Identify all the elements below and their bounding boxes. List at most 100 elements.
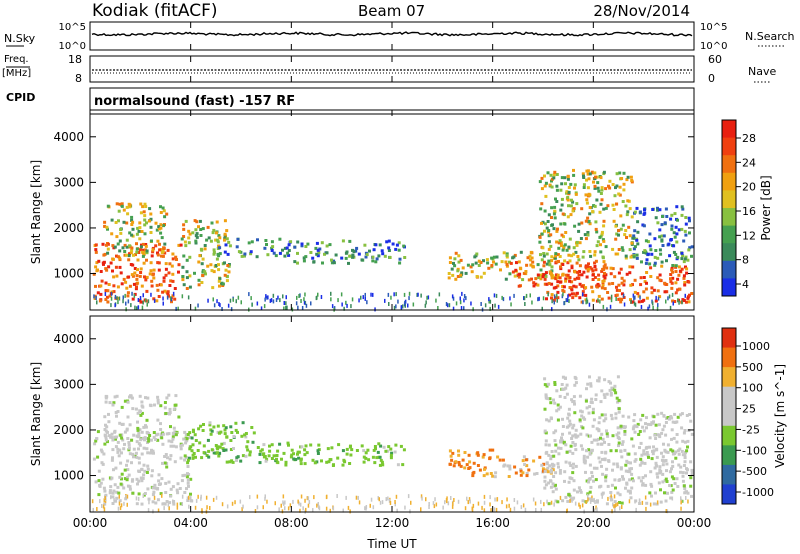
- heatmap-cell: [664, 421, 668, 424]
- heatmap-cell: [563, 301, 565, 306]
- heatmap-cell: [161, 206, 165, 210]
- heatmap-cell: [434, 497, 436, 502]
- heatmap-cell: [604, 474, 608, 477]
- heatmap-cell: [184, 441, 188, 445]
- heatmap-cell: [215, 231, 218, 235]
- heatmap-cell: [494, 262, 498, 266]
- heatmap-cell: [595, 244, 599, 248]
- heatmap-cell: [461, 458, 465, 462]
- colorbar-tick-label: 28: [742, 132, 756, 145]
- heatmap-cell: [365, 505, 368, 509]
- heatmap-cell: [673, 421, 677, 424]
- heatmap-cell: [619, 227, 623, 231]
- heatmap-cell: [169, 454, 173, 458]
- heatmap-cell: [123, 399, 127, 403]
- heatmap-cell: [615, 502, 617, 507]
- heatmap-cell: [97, 493, 101, 497]
- heatmap-cell: [618, 185, 622, 189]
- heatmap-cell: [682, 299, 686, 302]
- heatmap-cell: [582, 300, 584, 305]
- heatmap-cell: [166, 248, 170, 252]
- heatmap-cell: [299, 508, 301, 513]
- heatmap-cell: [282, 451, 286, 455]
- heatmap-cell: [279, 298, 281, 303]
- heatmap-cell: [658, 228, 662, 232]
- heatmap-cell: [99, 284, 103, 288]
- heatmap-cell: [607, 184, 610, 188]
- heatmap-cell: [582, 250, 586, 254]
- heatmap-cell: [686, 468, 689, 472]
- heatmap-cell: [671, 270, 675, 274]
- heatmap-cell: [182, 235, 186, 238]
- heatmap-cell: [142, 210, 146, 214]
- heatmap-cell: [364, 255, 368, 259]
- heatmap-cell: [554, 443, 558, 447]
- heatmap-cell: [680, 412, 684, 416]
- heatmap-cell: [111, 502, 115, 505]
- heatmap-cell: [127, 275, 131, 279]
- heatmap-cell: [182, 283, 186, 287]
- heatmap-cell: [542, 252, 546, 255]
- heatmap-cell: [666, 443, 670, 447]
- heatmap-cell: [564, 279, 568, 283]
- heatmap-cell: [662, 424, 666, 428]
- heatmap-cell: [626, 210, 630, 214]
- heatmap-cell: [506, 464, 510, 468]
- heatmap-cell: [104, 281, 108, 285]
- heatmap-cell: [597, 273, 601, 277]
- heatmap-cell: [618, 289, 621, 292]
- heatmap-cell: [263, 455, 267, 458]
- heatmap-cell: [283, 501, 285, 506]
- heatmap-cell: [189, 499, 193, 503]
- heatmap-cell: [568, 419, 572, 423]
- heatmap-cell: [629, 496, 633, 500]
- heatmap-cell: [187, 236, 191, 240]
- heatmap-cell: [557, 452, 561, 456]
- heatmap-cell: [612, 219, 616, 223]
- heatmap-cell: [155, 283, 159, 287]
- heatmap-cell: [126, 400, 130, 404]
- heatmap-cell: [547, 292, 549, 297]
- heatmap-cell: [302, 506, 304, 511]
- heatmap-cell: [645, 271, 649, 274]
- heatmap-cell: [141, 205, 145, 209]
- heatmap-cell: [545, 297, 548, 301]
- heatmap-cell: [138, 274, 142, 278]
- heatmap-cell: [163, 289, 167, 293]
- heatmap-cell: [151, 493, 155, 497]
- heatmap-cell: [613, 384, 617, 388]
- colorbar-swatch: [722, 445, 736, 466]
- heatmap-cell: [150, 474, 154, 478]
- heatmap-cell: [653, 255, 657, 259]
- heatmap-cell: [521, 459, 525, 463]
- heatmap-cell: [591, 411, 595, 415]
- heatmap-cell: [596, 186, 600, 190]
- heatmap-cell: [676, 449, 680, 453]
- heatmap-cell: [588, 477, 592, 481]
- freq-tick-top-right: 60: [708, 53, 722, 66]
- heatmap-cell: [600, 232, 604, 236]
- heatmap-cell: [391, 242, 395, 246]
- heatmap-cell: [305, 303, 308, 308]
- colorbar-tick-label: -100: [742, 444, 767, 457]
- heatmap-cell: [266, 253, 270, 257]
- heatmap-cell: [184, 219, 188, 223]
- heatmap-cell: [303, 453, 307, 457]
- heatmap-cell: [477, 259, 481, 263]
- heatmap-cell: [560, 383, 564, 386]
- heatmap-cell: [165, 465, 169, 469]
- heatmap-cell: [641, 476, 645, 480]
- heatmap-cell: [574, 294, 578, 298]
- heatmap-cell: [633, 210, 637, 214]
- heatmap-cell: [661, 244, 665, 247]
- cpid-text: normalsound (fast) -157 RF: [94, 94, 295, 109]
- heatmap-cell: [597, 421, 601, 425]
- heatmap-cell: [565, 383, 569, 387]
- heatmap-cell: [513, 498, 516, 502]
- heatmap-cell: [510, 302, 512, 307]
- heatmap-cell: [199, 228, 203, 231]
- heatmap-cell: [181, 294, 184, 299]
- heatmap-cell: [654, 437, 658, 440]
- heatmap-cell: [208, 423, 212, 427]
- heatmap-cell: [538, 235, 542, 239]
